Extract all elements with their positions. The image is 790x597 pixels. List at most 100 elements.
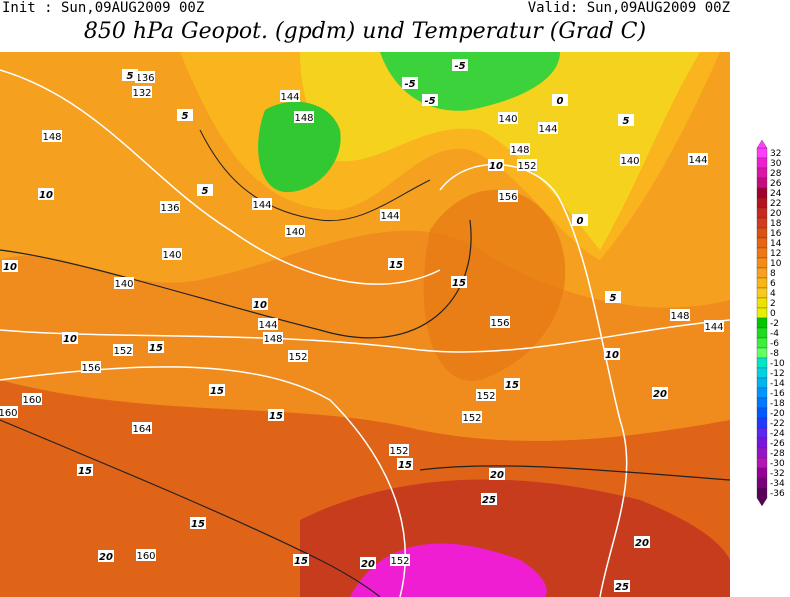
geopotential-label-box xyxy=(22,393,42,405)
colorbar-label: 28 xyxy=(770,169,782,179)
temperature-label: 15 xyxy=(398,460,412,471)
geopotential-label-box xyxy=(285,225,305,237)
geopotential-label: 152 xyxy=(389,446,408,457)
geopotential-label: 160 xyxy=(0,408,18,419)
temperature-label-box xyxy=(98,550,114,562)
geopotential-label-box xyxy=(294,111,314,123)
geopotential-label-box xyxy=(498,190,518,202)
temperature-label: 5 xyxy=(623,116,630,127)
temperature-label-box xyxy=(489,468,505,480)
colorbar-label: 12 xyxy=(770,249,781,259)
geopotential-label-box xyxy=(490,316,510,328)
geopotential-label-box xyxy=(688,153,708,165)
geopotential-label: 132 xyxy=(132,88,151,99)
geopotential-label: 156 xyxy=(490,318,509,329)
colorbar-label: -10 xyxy=(770,359,785,369)
colorbar-label: -2 xyxy=(770,319,779,329)
temperature-label-box xyxy=(614,580,630,592)
temperature-label: 10 xyxy=(605,350,619,361)
temperature-label: 10 xyxy=(39,190,53,201)
geopotential-label-box xyxy=(114,277,134,289)
geopotential-label: 160 xyxy=(136,551,155,562)
geopotential-label-box xyxy=(288,350,308,362)
temperature-label-box xyxy=(488,159,504,171)
temperature-label-box xyxy=(504,378,520,390)
colorbar-swatch xyxy=(756,387,768,399)
colorbar-swatch xyxy=(756,357,768,369)
colorbar-label: -30 xyxy=(770,459,785,469)
geopotential-label: 156 xyxy=(498,192,517,203)
geopotential-label: 152 xyxy=(390,556,409,567)
temperature-label-box xyxy=(293,554,309,566)
temperature-label: -5 xyxy=(404,79,415,90)
geopotential-label-box xyxy=(498,112,518,124)
geopotential-label: 140 xyxy=(498,114,517,125)
temperature-label-box xyxy=(177,109,193,121)
temperature-label-box xyxy=(652,387,668,399)
colorbar-label: -18 xyxy=(770,399,785,409)
temperature-label-box xyxy=(360,557,376,569)
colorbar-label: 20 xyxy=(770,209,782,219)
colorbar-swatch xyxy=(756,327,768,339)
colorbar-label: 16 xyxy=(770,229,782,239)
colorbar-label: 26 xyxy=(770,179,782,189)
colorbar-label: -22 xyxy=(770,419,785,429)
temperature-label-box xyxy=(402,77,418,89)
temperature-label-box xyxy=(2,260,18,272)
colorbar-label: -16 xyxy=(770,389,785,399)
colorbar-swatch xyxy=(756,407,768,419)
temperature-label-box xyxy=(634,536,650,548)
title: 850 hPa Geopot. (gpdm) und Temperatur (G… xyxy=(84,19,646,44)
colorbar-label: 8 xyxy=(770,269,776,279)
temperature-label-box xyxy=(552,94,568,106)
geopotential-label: 144 xyxy=(704,322,723,333)
temperature-label: 25 xyxy=(482,495,496,506)
geopotential-label: 148 xyxy=(294,113,313,124)
colorbar-label: -20 xyxy=(770,409,785,419)
temperature-label-box xyxy=(618,114,634,126)
temperature-label-box xyxy=(572,214,588,226)
colorbar-top-arrow xyxy=(756,139,768,149)
colorbar-label: -4 xyxy=(770,329,779,339)
temperature-label-box xyxy=(77,464,93,476)
geopotential-label: 152 xyxy=(517,161,536,172)
geopotential-label-box xyxy=(132,422,152,434)
colorbar-swatch xyxy=(756,447,768,459)
colorbar-bottom-arrow xyxy=(756,497,768,507)
colorbar-swatch xyxy=(756,487,768,499)
geopotential-label-box xyxy=(263,332,283,344)
geopotential-label: 148 xyxy=(670,311,689,322)
temperature-label-box xyxy=(422,94,438,106)
geopotential-label-box xyxy=(389,444,409,456)
geopotential-label: 140 xyxy=(285,227,304,238)
colorbar-swatch xyxy=(756,297,768,309)
init-time: Init : Sun,09AUG2009 00Z xyxy=(2,0,204,16)
temperature-label: 15 xyxy=(191,519,205,530)
geopotential-label-box xyxy=(42,130,62,142)
colorbar-label: -28 xyxy=(770,449,785,459)
colorbar-swatch xyxy=(756,207,768,219)
colorbar-swatch xyxy=(756,237,768,249)
geopotential-label: 152 xyxy=(462,413,481,424)
colorbar-swatch xyxy=(756,307,768,319)
geopotential-label-box xyxy=(258,318,278,330)
geopotential-label: 136 xyxy=(135,73,154,84)
colorbar-label: -24 xyxy=(770,429,785,439)
geopotential-label-box xyxy=(132,86,152,98)
colorbar-label: 0 xyxy=(770,309,776,319)
geopotential-label: 140 xyxy=(620,156,639,167)
colorbar-swatch xyxy=(756,427,768,439)
valid-time: Valid: Sun,09AUG2009 00Z xyxy=(528,0,730,16)
colorbar-swatch xyxy=(756,467,768,479)
colorbar-swatch xyxy=(756,247,768,259)
colorbar-label: 24 xyxy=(770,189,782,199)
colorbar-label: -6 xyxy=(770,339,779,349)
geopotential-label: 148 xyxy=(263,334,282,345)
geopotential-label-box xyxy=(136,549,156,561)
geopotential-label-box xyxy=(252,198,272,210)
temperature-label: 15 xyxy=(452,278,466,289)
temperature-label-box xyxy=(268,409,284,421)
temperature-label: 10 xyxy=(63,334,77,345)
colorbar-swatch xyxy=(756,337,768,349)
temperature-label-box xyxy=(451,276,467,288)
